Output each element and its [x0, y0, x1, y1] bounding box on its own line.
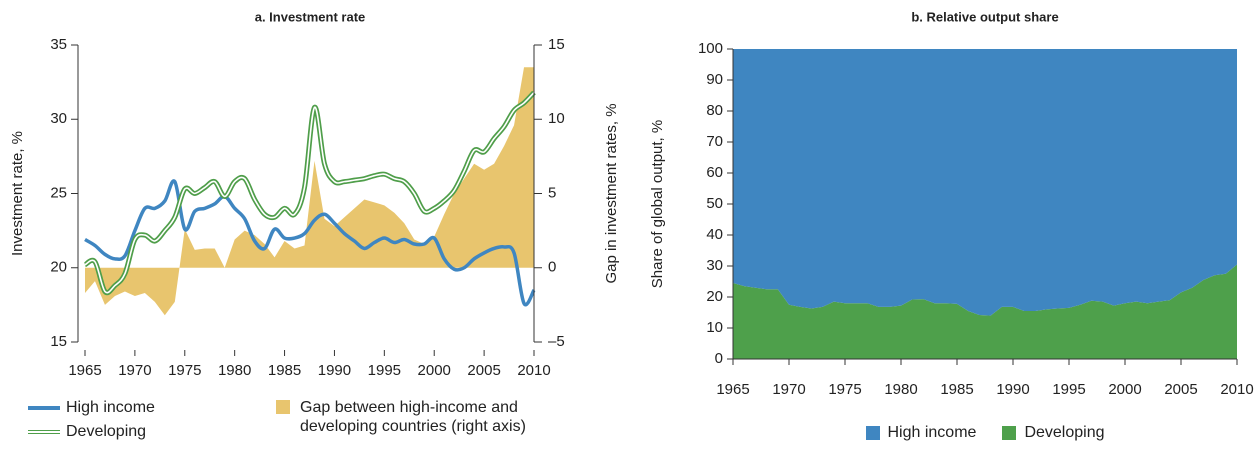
chart-title: b. Relative output share	[911, 9, 1058, 24]
legend-label: Developing	[66, 423, 147, 440]
y-tick-label: 10	[706, 319, 723, 336]
y2-tick-label: 5	[548, 184, 556, 201]
x-tick-label: 2010	[1220, 381, 1253, 398]
y-tick-label: 30	[50, 110, 67, 127]
x-tick-label: 2010	[517, 362, 550, 379]
x-tick-label: 1990	[318, 362, 351, 379]
y-tick-label: 80	[706, 102, 723, 119]
x-tick-label: 1980	[884, 381, 917, 398]
legend-label: Developing	[1024, 424, 1105, 441]
y-tick-label: 70	[706, 133, 723, 150]
x-tick-label: 1975	[168, 362, 201, 379]
legend-item: High income	[28, 398, 155, 417]
legend-swatch	[276, 400, 290, 414]
legend-item: High income	[865, 424, 977, 442]
y-tick-label: 15	[50, 333, 67, 350]
x-tick-label: 1970	[118, 362, 151, 379]
x-tick-label: 1985	[940, 381, 973, 398]
x-tick-label: 1990	[996, 381, 1029, 398]
y-axis-label: Investment rate, %	[9, 131, 26, 256]
legend-label: Gap between high-income and developing c…	[300, 399, 526, 435]
legend-swatch	[28, 430, 60, 434]
y-tick-label: 50	[706, 195, 723, 212]
y-tick-label: 30	[706, 257, 723, 274]
legend-swatch	[865, 426, 880, 440]
y2-tick-label: 15	[548, 36, 565, 53]
legend-label: High income	[887, 424, 977, 441]
legend-item: Gap between high-income and developing c…	[272, 398, 572, 436]
area	[733, 264, 1237, 359]
x-tick-label: 1965	[68, 362, 101, 379]
legend-swatch	[28, 406, 60, 410]
legend-item: Developing	[28, 422, 146, 441]
legend: High income Developing	[733, 424, 1237, 442]
y-tick-label: 100	[698, 40, 723, 57]
legend-item: Developing	[1002, 424, 1105, 442]
x-tick-label: 1980	[218, 362, 251, 379]
y-tick-label: 40	[706, 226, 723, 243]
y2-tick-label: 10	[548, 110, 565, 127]
y-tick-label: 0	[715, 350, 723, 367]
x-tick-label: 1975	[828, 381, 861, 398]
x-tick-label: 2000	[1108, 381, 1141, 398]
y-tick-label: 60	[706, 164, 723, 181]
x-tick-label: 1995	[368, 362, 401, 379]
y-tick-label: 20	[706, 288, 723, 305]
x-tick-label: 2005	[1164, 381, 1197, 398]
y2-axis-label: Gap in investment rates, %	[603, 103, 620, 283]
area	[733, 49, 1237, 316]
x-tick-label: 2000	[418, 362, 451, 379]
y2-tick-label: 0	[548, 259, 556, 276]
x-tick-label: 1970	[772, 381, 805, 398]
chart-title: a. Investment rate	[255, 9, 366, 24]
y-tick-label: 25	[50, 184, 67, 201]
line	[84, 179, 536, 307]
x-tick-label: 2005	[467, 362, 500, 379]
legend-label: High income	[66, 399, 155, 416]
x-tick-label: 1965	[716, 381, 749, 398]
legend-swatch	[1002, 426, 1017, 440]
y-axis-label: Share of global output, %	[649, 120, 666, 288]
y2-tick-label: –5	[548, 333, 565, 350]
x-tick-label: 1995	[1052, 381, 1085, 398]
gap-area	[85, 67, 534, 316]
x-tick-label: 1985	[268, 362, 301, 379]
y-tick-label: 90	[706, 71, 723, 88]
y-tick-label: 35	[50, 36, 67, 53]
line-inner	[84, 91, 535, 294]
y-tick-label: 20	[50, 259, 67, 276]
